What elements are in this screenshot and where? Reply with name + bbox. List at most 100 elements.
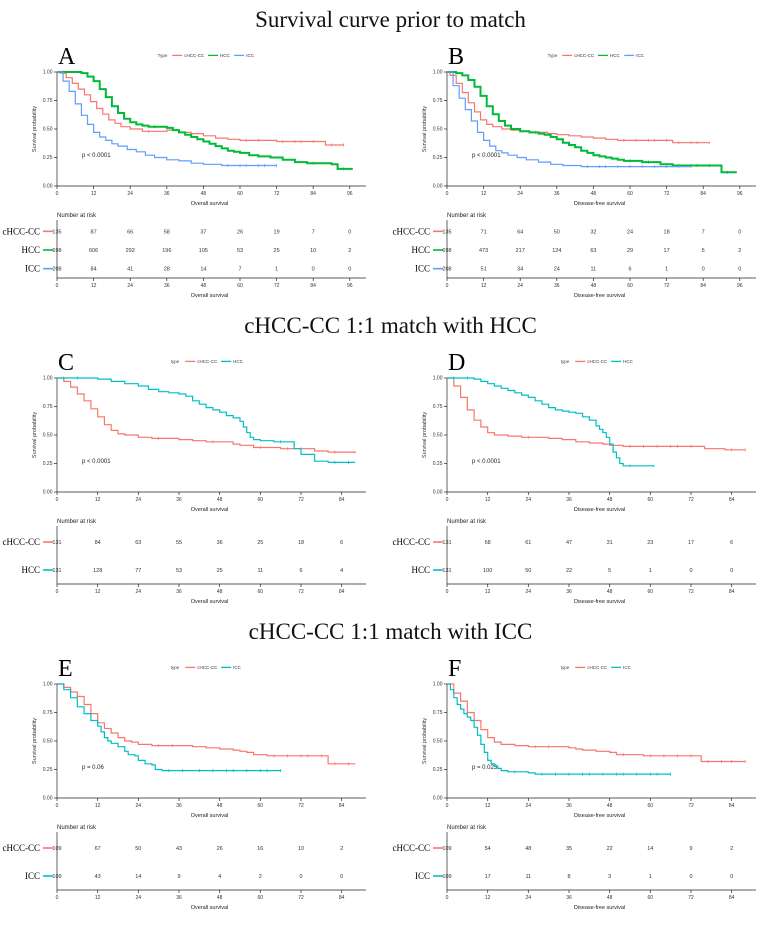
risk-value: 217 <box>516 248 525 254</box>
risk-value: 698 <box>52 248 61 254</box>
risk-x-tick-label: 96 <box>737 283 743 289</box>
curve-cHCC-CC <box>57 71 344 146</box>
x-tick-label: 60 <box>258 497 264 503</box>
risk-x-tick-label: 84 <box>310 283 316 289</box>
risk-value: 17 <box>664 248 670 254</box>
risk-x-tick-label: 48 <box>217 589 223 595</box>
risk-value: 41 <box>127 267 133 273</box>
legend-label-cHCC-CC: cHCC-CC <box>587 359 608 364</box>
panel-row-1: A Type cHCC-CC HCC ICC 0.00 0.25 0.50 0.75 1.00 0 1… <box>0 36 781 308</box>
risk-x-tick-label: 72 <box>688 895 694 901</box>
risk-value: 35 <box>566 846 572 852</box>
risk-table-title: Number at risk <box>447 825 487 831</box>
risk-value: 135 <box>442 229 451 235</box>
y-tick-label: 0.75 <box>43 404 53 410</box>
section-title-match-hcc: cHCC-CC 1:1 match with HCC <box>244 313 537 338</box>
y-tick-label: 1.00 <box>43 70 53 76</box>
risk-row-cHCC-CC: cHCC-CC 109 67 50 43 26 16 10 2 <box>2 843 343 853</box>
x-tick-label: 24 <box>136 497 142 503</box>
legend-label-HCC: HCC <box>233 359 243 364</box>
panel-letter: A <box>58 44 76 70</box>
y-tick-label: 1.00 <box>43 376 53 382</box>
curve-HCC <box>447 71 737 174</box>
risk-value: 8 <box>567 874 570 880</box>
risk-row-ICC: ICC 208 51 34 24 11 6 1 0 0 <box>415 264 741 274</box>
x-tick-label: 72 <box>274 191 280 197</box>
panel-letter: C <box>58 350 74 376</box>
x-tick-label: 12 <box>485 803 491 809</box>
risk-value: 208 <box>442 267 451 273</box>
risk-value: 2 <box>340 846 343 852</box>
risk-value: 0 <box>348 267 351 273</box>
x-tick-label: 0 <box>446 191 449 197</box>
y-tick-label: 0.50 <box>43 433 53 439</box>
x-axis-label: Disease-free survival <box>574 507 625 513</box>
axis-ticks: 0.00 0.25 0.50 0.75 1.00 0 12 24 36 48 60 72 84 <box>433 682 735 809</box>
x-axis-label: Overall survival <box>191 813 229 819</box>
axes <box>446 684 756 799</box>
curve-cHCC-CC <box>447 683 746 763</box>
legend-label-ICC: ICC <box>636 53 645 58</box>
legend-title: type <box>171 665 180 670</box>
risk-x-tick-label: 24 <box>127 283 133 289</box>
x-tick-label: 48 <box>201 191 207 197</box>
x-tick-label: 84 <box>310 191 316 197</box>
risk-value: 67 <box>95 846 101 852</box>
risk-x-tick-label: 72 <box>298 895 304 901</box>
axis-ticks: 0.00 0.25 0.50 0.75 1.00 0 12 24 36 48 60 72 84 <box>43 682 345 809</box>
legend-label-cHCC-CC: cHCC-CC <box>197 665 218 670</box>
risk-x-tick-label: 60 <box>258 589 264 595</box>
risk-value: 1 <box>649 874 652 880</box>
y-tick-label: 1.00 <box>433 70 443 76</box>
section-title-match-icc: cHCC-CC 1:1 match with ICC <box>248 619 533 644</box>
risk-value: 63 <box>135 540 141 546</box>
risk-value: 109 <box>442 874 451 880</box>
risk-x-tick-label: 24 <box>136 589 142 595</box>
risk-value: 0 <box>730 568 733 574</box>
risk-x-tick-label: 36 <box>566 895 572 901</box>
risk-row-label: ICC <box>25 871 40 881</box>
risk-value: 128 <box>93 568 102 574</box>
y-tick-label: 0.00 <box>43 796 53 802</box>
risk-value: 1 <box>665 267 668 273</box>
risk-value: 19 <box>274 229 280 235</box>
axes <box>56 378 366 493</box>
x-tick-label: 96 <box>347 191 353 197</box>
risk-value: 0 <box>730 874 733 880</box>
risk-row-label: ICC <box>25 264 40 274</box>
risk-x-tick-label: 84 <box>339 589 345 595</box>
x-axis-label: Overall survival <box>191 507 229 513</box>
risk-x-tick-label: 36 <box>176 589 182 595</box>
risk-row-label: ICC <box>415 264 430 274</box>
risk-row-ICC: ICC 208 84 41 28 14 7 1 0 0 <box>25 264 351 274</box>
risk-row-label: cHCC-CC <box>2 226 40 236</box>
curve-ICC <box>57 71 277 167</box>
x-tick-label: 36 <box>566 497 572 503</box>
curve-HCC <box>57 377 356 463</box>
risk-x-tick-label: 12 <box>95 589 101 595</box>
y-axis-label: Survival probability <box>422 718 428 764</box>
risk-row-label: HCC <box>21 565 40 575</box>
axis-ticks: 0.00 0.25 0.50 0.75 1.00 0 12 24 36 48 60 72 84 96 <box>433 70 743 197</box>
risk-value: 68 <box>485 540 491 546</box>
x-tick-label: 0 <box>56 497 59 503</box>
y-tick-label: 0.00 <box>433 184 443 190</box>
risk-row-label: HCC <box>411 245 430 255</box>
risk-value: 18 <box>664 229 670 235</box>
risk-value: 53 <box>176 568 182 574</box>
risk-x-tick-label: 48 <box>591 283 597 289</box>
risk-value: 6 <box>730 540 733 546</box>
risk-value: 2 <box>738 248 741 254</box>
risk-x-tick-label: 72 <box>688 589 694 595</box>
curve-ICC <box>57 683 281 772</box>
y-tick-label: 0.25 <box>43 155 53 161</box>
risk-value: 55 <box>176 540 182 546</box>
x-tick-label: 84 <box>700 191 706 197</box>
x-tick-label: 24 <box>136 803 142 809</box>
x-axis-label: Disease-free survival <box>574 201 625 207</box>
curves <box>447 683 746 776</box>
